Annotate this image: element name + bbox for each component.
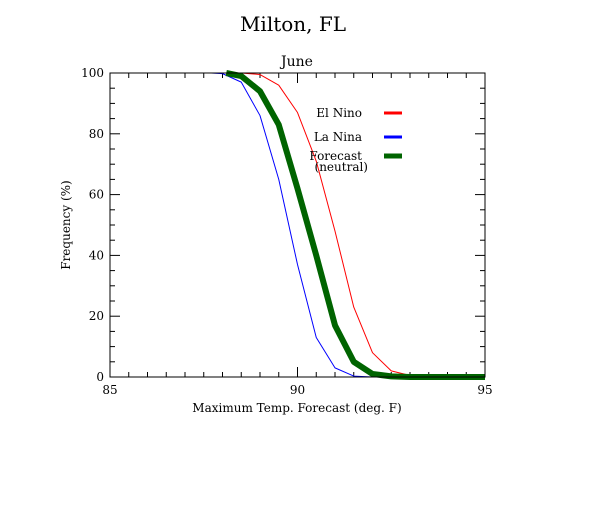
y-tick-label: 80	[89, 127, 104, 141]
axis-ticks: 85 90 95 0 20 40 60 80 100	[81, 66, 493, 397]
y-axis-label: Frequency (%)	[59, 180, 73, 269]
y-tick-label: 100	[81, 66, 104, 80]
y-tick-label: 40	[89, 248, 104, 262]
y-tick-label: 20	[89, 309, 104, 323]
plot-frame	[109, 72, 486, 378]
chart-title: Milton, FL	[240, 12, 346, 36]
x-tick-label: 85	[102, 383, 117, 397]
legend-label: El Nino	[316, 106, 362, 120]
y-tick-label: 60	[89, 188, 104, 202]
legend-label-line2: (neutral)	[315, 160, 368, 174]
x-axis-label: Maximum Temp. Forecast (deg. F)	[192, 401, 401, 415]
legend: El Nino La Nina Forecast(neutral)	[309, 106, 402, 174]
legend-label: Forecast	[309, 149, 362, 163]
legend-label: La Nina	[314, 130, 362, 144]
y-tick-label: 0	[96, 370, 104, 384]
x-tick-label: 95	[477, 383, 492, 397]
series-line-la-nina	[211, 72, 485, 378]
x-tick-label: 90	[290, 383, 305, 397]
chart-subtitle: June	[279, 54, 313, 70]
